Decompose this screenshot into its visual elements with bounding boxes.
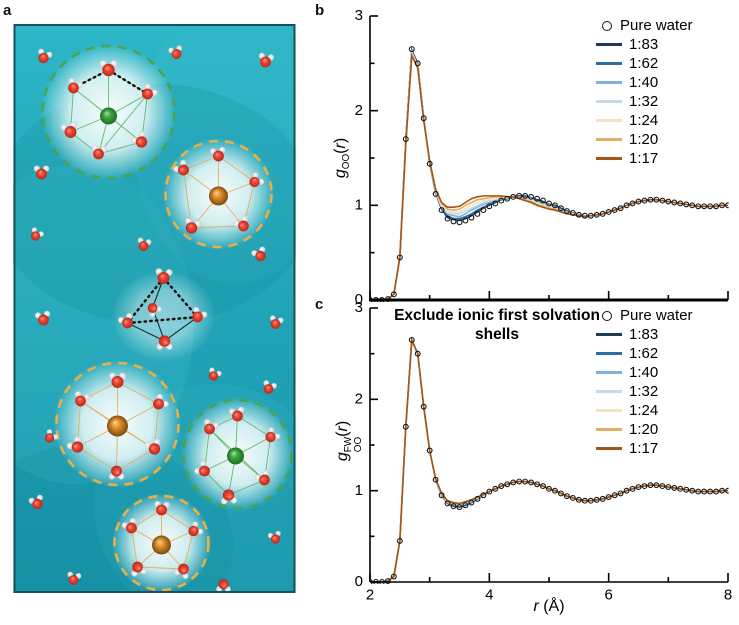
legend-item: 1:83 (596, 325, 693, 344)
green-ion (227, 447, 244, 465)
orange-solvation-shell-2 (53, 360, 182, 488)
open-circle-marker (602, 310, 612, 321)
legend-item: 1:24 (596, 401, 693, 420)
panel-label-a: a (3, 2, 12, 19)
orange-ion (152, 535, 171, 555)
line-swatch (596, 371, 622, 374)
legend-label: 1:20 (629, 421, 659, 438)
legend-item: 1:32 (596, 92, 693, 111)
legend-item: 1:62 (596, 344, 693, 363)
line-swatch (596, 447, 622, 450)
legend-item: 1:17 (596, 439, 693, 458)
line-swatch (596, 81, 622, 84)
line-swatch (596, 409, 622, 412)
line-swatch (596, 428, 622, 431)
legend-label: Pure water (620, 17, 693, 34)
legend-item: 1:20 (596, 420, 693, 439)
green-ion (100, 107, 117, 125)
line-swatch (596, 138, 622, 141)
line-swatch (596, 157, 622, 160)
legend-label: 1:17 (629, 440, 659, 457)
legend-item: 1:24 (596, 111, 693, 130)
line-swatch (596, 43, 622, 46)
y-axis-label-b: gOO(r) (332, 137, 353, 179)
orange-ion (107, 415, 128, 437)
legend-item: 1:32 (596, 382, 693, 401)
orange-solvation-shell-1 (162, 138, 275, 250)
legend-label: 1:83 (629, 326, 659, 343)
legend-item: 1:83 (596, 35, 693, 54)
line-swatch (596, 62, 622, 65)
molecular-illustration (13, 24, 296, 593)
water-tetrahedron-cluster (111, 267, 216, 362)
green-solvation-shell-2 (180, 397, 295, 511)
x-axis-label: r (Å) (533, 598, 565, 615)
legend-label: 1:40 (629, 74, 659, 91)
legend-item: 1:17 (596, 149, 693, 168)
line-swatch (596, 352, 622, 355)
legend-item: 1:40 (596, 73, 693, 92)
legend-item: 1:20 (596, 130, 693, 149)
legend-label: 1:32 (629, 93, 659, 110)
legend-label: 1:17 (629, 150, 659, 167)
y-axis-label-c: g FW OO (r) (334, 420, 365, 462)
legend-label: 1:24 (629, 112, 659, 129)
legend-item-pure-water: Pure water (596, 16, 693, 35)
line-swatch (596, 119, 622, 122)
legend-label: 1:62 (629, 345, 659, 362)
chart-c-title: Exclude ionic first solvation shells (394, 307, 600, 344)
panel-label-c: c (315, 296, 324, 313)
legend-label: 1:20 (629, 131, 659, 148)
legend-label: 1:62 (629, 55, 659, 72)
legend-label: 1:24 (629, 402, 659, 419)
legend-label: Pure water (620, 307, 693, 324)
panel-label-b: b (315, 2, 325, 19)
orange-ion (209, 186, 228, 206)
legend-label: 1:40 (629, 364, 659, 381)
legend-panel-c: Pure water 1:83 1:62 1:40 1:32 1:24 1:20 1:17 (596, 306, 693, 458)
legend-panel-b: Pure water 1:83 1:62 1:40 1:32 1:24 1:20 1:17 (596, 16, 693, 168)
open-circle-marker (602, 20, 612, 31)
line-swatch (596, 333, 622, 336)
orange-solvation-shell-3 (111, 493, 212, 593)
rdf-charts-canvas (336, 8, 732, 622)
legend-item: 1:40 (596, 363, 693, 382)
line-swatch (596, 390, 622, 393)
legend-label: 1:83 (629, 36, 659, 53)
legend-item-pure-water: Pure water (596, 306, 693, 325)
legend-item: 1:62 (596, 54, 693, 73)
legend-label: 1:32 (629, 383, 659, 400)
line-swatch (596, 100, 622, 103)
green-solvation-shell-1 (40, 44, 177, 180)
